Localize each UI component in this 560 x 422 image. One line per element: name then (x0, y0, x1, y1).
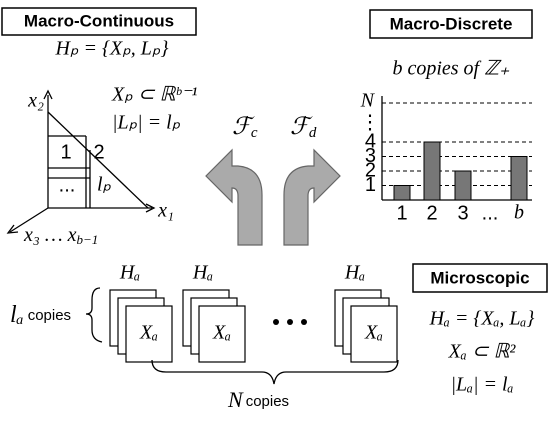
axis-label: x₃ … xb−1 (23, 224, 98, 247)
axis-label: x₁ (157, 200, 174, 222)
x-tick-label: ... (482, 202, 499, 224)
map-sub: c (251, 125, 258, 141)
x-tick-label: 3 (457, 202, 468, 224)
panel-subtitle: b copies of ℤ₊ (392, 58, 510, 80)
title-box (412, 263, 548, 293)
y-ellipsis: ⋮ (360, 112, 380, 134)
copies-label: lₐ copies (10, 302, 71, 328)
card (350, 305, 398, 363)
copies-word: copies (28, 307, 71, 324)
set-def: Hₐ = {Xₐ, Lₐ} (429, 308, 535, 330)
card (125, 305, 173, 363)
axis-label: x₂ (27, 90, 44, 112)
title-box (1, 7, 197, 36)
x-tick-label: 2 (426, 202, 437, 224)
map-symbol: ℱ (290, 114, 313, 140)
card-label: Xₐ (364, 322, 383, 344)
panel-title: Microscopic (430, 268, 529, 287)
card-top-label: Hₐ (192, 262, 213, 284)
brace (151, 359, 399, 385)
copies-count: N (227, 387, 244, 412)
cell-label: 2 (93, 141, 104, 163)
bar (454, 170, 472, 201)
x-tick-label: b (514, 202, 524, 224)
card-top-label: Hₐ (119, 262, 140, 284)
x-tick-label: 1 (396, 202, 407, 224)
card-label: Xₐ (139, 322, 158, 344)
map-arrows (205, 148, 341, 246)
map-symbol: ℱ (232, 114, 255, 140)
subset-def: Xₐ ⊂ ℝ² (448, 341, 517, 363)
map-label: ℱd (290, 114, 317, 142)
axes (6, 89, 156, 234)
axis-label-main: x₃ … x (23, 224, 77, 246)
card-label: Xₐ (212, 322, 231, 344)
panel-title: Macro-Discrete (390, 14, 513, 33)
title-box (369, 9, 533, 39)
set-def: Hₚ = {Xₚ, Lₚ} (55, 38, 169, 60)
copies-count: lₐ (10, 302, 24, 328)
copies-word: copies (246, 393, 289, 410)
card-stacks: Hₐ Xₐ Hₐ Xₐ Hₐ Xₐ (109, 262, 398, 363)
brace (85, 287, 103, 343)
bar (393, 185, 411, 201)
y-tick-label: 1 (365, 174, 376, 196)
size-def: |Lₐ| = lₐ (451, 374, 514, 396)
card-top-label: Hₐ (344, 262, 365, 284)
cell-label: 1 (60, 141, 71, 163)
cell-label: ... (59, 174, 76, 196)
axis-label-sub: b−1 (77, 232, 99, 247)
subset-def: Xₚ ⊂ ℝᵇ⁻¹ (111, 84, 197, 106)
y-tick-label: 3 (365, 145, 376, 167)
card (198, 305, 246, 363)
panel-title: Macro-Continuous (24, 11, 174, 30)
ellipsis (273, 319, 307, 325)
bar (510, 156, 528, 201)
map-sub: d (309, 125, 317, 141)
size-def: |Lₚ| = lₚ (112, 112, 181, 134)
cell-label: lₚ (97, 174, 112, 196)
y-tick-label: N (360, 90, 376, 112)
y-tick-label: 2 (365, 159, 376, 181)
y-tick-label: 4 (365, 130, 376, 152)
bar (423, 141, 441, 201)
map-label: ℱc (232, 114, 258, 142)
